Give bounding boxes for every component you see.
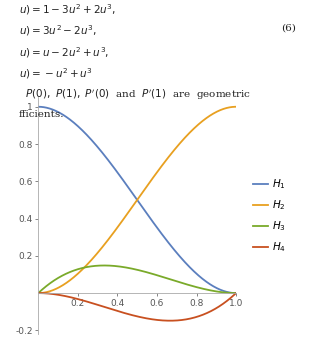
- Text: $u) = u - 2u^2 + u^3,$: $u) = u - 2u^2 + u^3,$: [19, 45, 109, 60]
- Text: fficients.: fficients.: [19, 110, 65, 119]
- Text: $u) = 3u^2 - 2u^3,$: $u) = 3u^2 - 2u^3,$: [19, 23, 97, 38]
- Text: $u) = 1 - 3u^2 + 2u^3,$: $u) = 1 - 3u^2 + 2u^3,$: [19, 2, 116, 17]
- Legend: $H_1$, $H_2$, $H_3$, $H_4$: $H_1$, $H_2$, $H_3$, $H_4$: [249, 173, 290, 259]
- Text: (6): (6): [281, 23, 296, 32]
- Text: $P(0),\ P(1),\ P'(0)$  and  $P'(1)$  are  geometric: $P(0),\ P(1),\ P'(0)$ and $P'(1)$ are ge…: [19, 88, 251, 102]
- Text: $u) = -u^2 + u^3$: $u) = -u^2 + u^3$: [19, 66, 93, 81]
